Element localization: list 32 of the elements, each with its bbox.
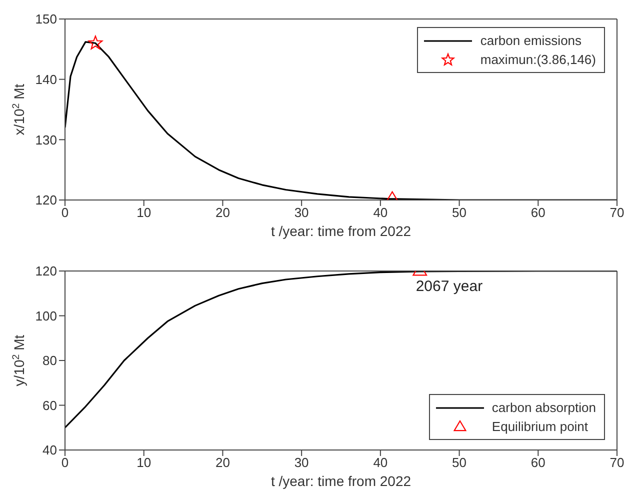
x-tick-label: 10	[136, 455, 152, 470]
x-tick-label: 70	[610, 205, 624, 220]
legend-label: carbon absorption	[492, 400, 596, 415]
x-tick-label: 0	[61, 205, 69, 220]
legend-label: carbon emissions	[480, 33, 582, 48]
x-tick-label: 10	[136, 205, 152, 220]
y-tick-label: 40	[42, 442, 57, 458]
x-axis-title: t /year: time from 2022	[270, 473, 412, 489]
x-tick-label: 40	[373, 455, 388, 470]
y-tick-label: 80	[42, 353, 57, 368]
x-tick-label: 60	[530, 205, 546, 220]
legend-label: Equilibrium point	[492, 419, 588, 434]
y-tick-label: 120	[35, 192, 57, 208]
y-tick-label: 60	[42, 398, 57, 413]
x-axis-title: t /year: time from 2022	[270, 223, 412, 239]
x-tick-label: 40	[373, 205, 388, 220]
x-tick-label: 50	[452, 205, 467, 220]
y-tick-label: 120	[35, 264, 57, 279]
legend-label: maximun:(3.86,146)	[480, 52, 596, 67]
x-tick-label: 0	[61, 455, 69, 470]
y-tick-label: 140	[35, 72, 57, 87]
x-tick-label: 20	[215, 205, 230, 220]
x-tick-label: 20	[215, 455, 230, 470]
annotation: 2067 year	[416, 278, 483, 295]
x-tick-label: 30	[294, 455, 309, 470]
x-tick-label: 50	[452, 455, 467, 470]
x-tick-label: 30	[294, 205, 309, 220]
y-tick-label: 100	[35, 308, 57, 324]
x-tick-label: 70	[610, 455, 624, 470]
y-tick-label: 150	[35, 12, 57, 27]
y-tick-label: 130	[35, 132, 57, 148]
x-tick-label: 60	[530, 455, 546, 470]
